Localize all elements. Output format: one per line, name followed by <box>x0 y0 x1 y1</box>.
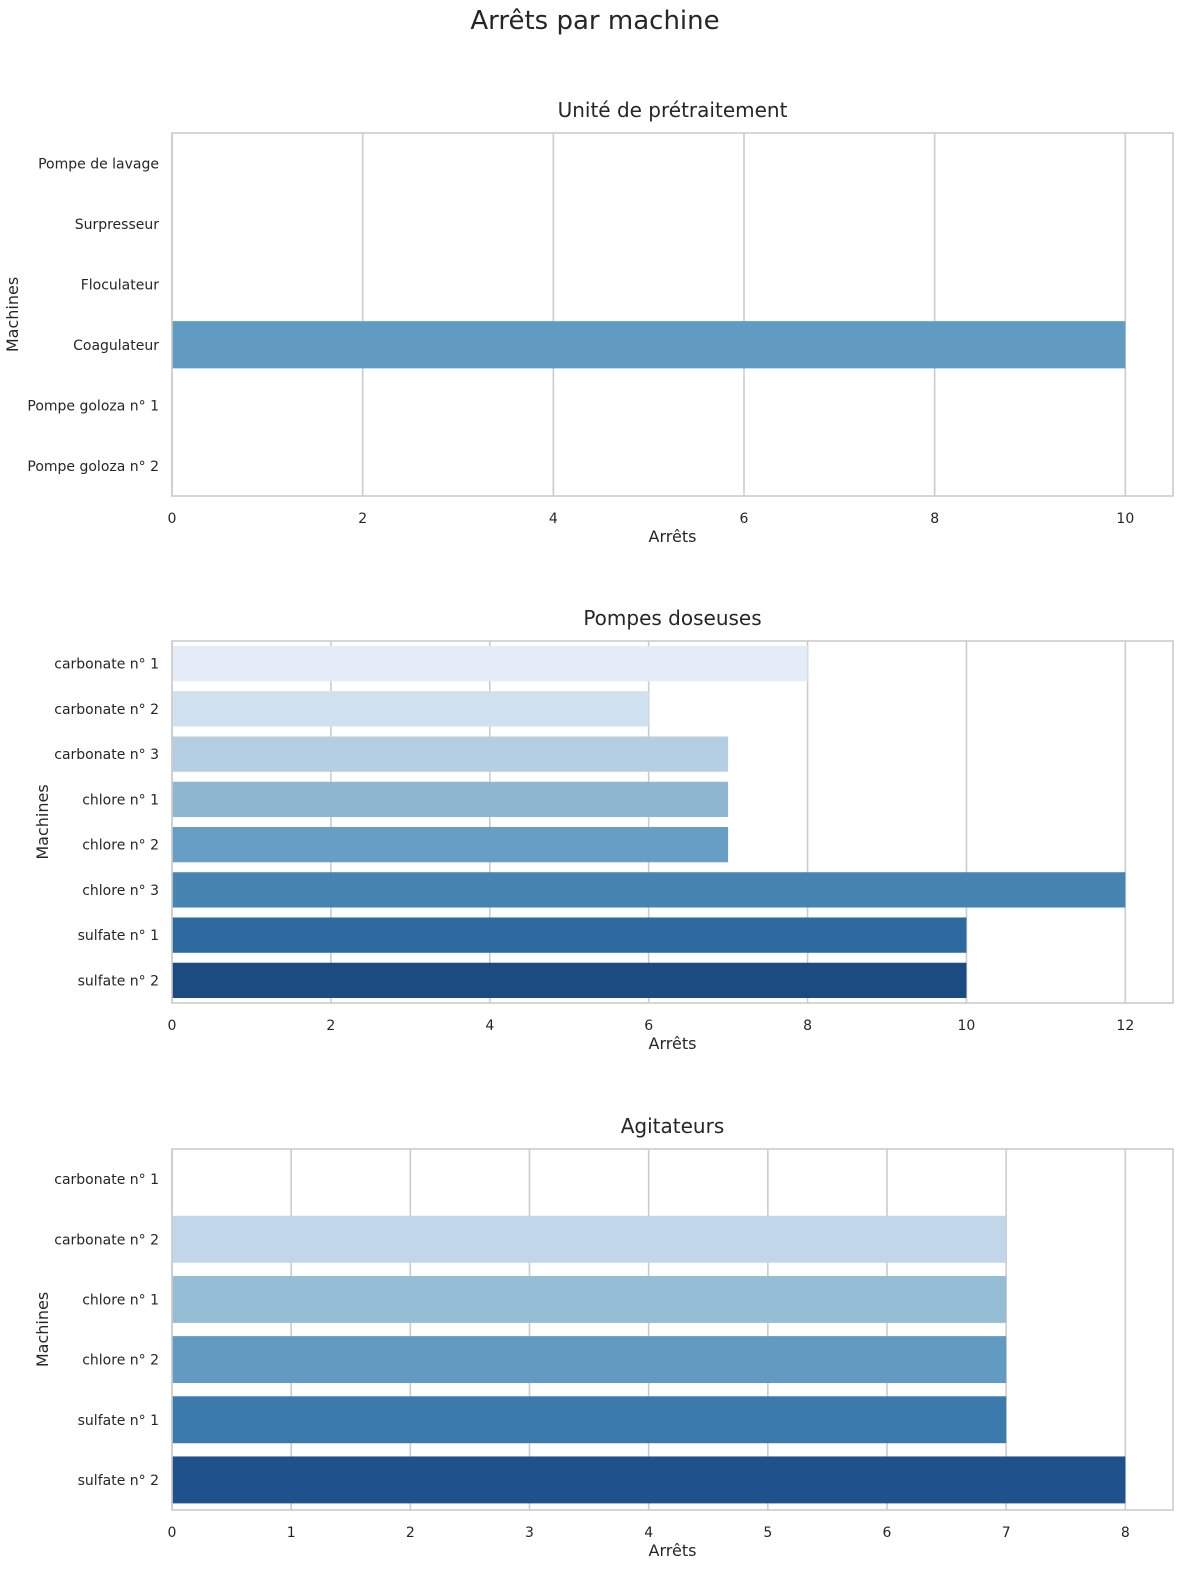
category-label: Floculateur <box>81 277 160 293</box>
x-axis-label: Arrêts <box>649 527 697 546</box>
plot-frame <box>171 1148 1174 1511</box>
category-label: sulfate n° 1 <box>78 928 159 944</box>
x-tick-label: 8 <box>1121 1525 1130 1541</box>
bar-chlore-n-3 <box>172 872 1126 908</box>
bar-carbonate-n-3 <box>172 736 729 772</box>
chart-panel-pompes-doseuses: carbonate n° 1 carbonate n° 2 carbonate n°… <box>33 606 1174 1053</box>
x-axis-label: Arrêts <box>649 1541 697 1560</box>
x-tick-label: 7 <box>1002 1525 1011 1541</box>
category-label: carbonate n° 3 <box>54 747 159 763</box>
x-tick-label: 0 <box>168 511 177 527</box>
category-label: Pompe de lavage <box>38 156 159 172</box>
bar-coagulateur <box>172 321 1126 369</box>
x-tick-label: 0 <box>168 1018 177 1034</box>
category-label: carbonate n° 2 <box>54 1232 159 1248</box>
bar-sulfate-n-1 <box>172 917 967 953</box>
category-label: carbonate n° 1 <box>54 1172 159 1188</box>
y-axis-label: Machines <box>33 784 52 859</box>
category-label: sulfate n° 1 <box>78 1413 159 1429</box>
category-label: Pompe goloza n° 2 <box>27 459 159 475</box>
x-tick-label: 2 <box>358 511 367 527</box>
category-label: chlore n° 2 <box>82 838 159 854</box>
figure-title: Arrêts par machine <box>470 6 720 36</box>
chart-panel-unit-de-pr-traitement: Pompe de lavage Surpresseur Floculateur Coa… <box>3 98 1174 546</box>
category-label: Pompe goloza n° 1 <box>27 398 159 414</box>
x-tick-label: 1 <box>287 1525 296 1541</box>
bar-carbonate-n-2 <box>172 691 649 727</box>
category-label: chlore n° 3 <box>82 883 159 899</box>
x-tick-label: 4 <box>485 1018 494 1034</box>
y-axis-label: Machines <box>3 277 22 352</box>
x-tick-label: 6 <box>740 511 749 527</box>
x-tick-label: 10 <box>1116 511 1134 527</box>
category-label: chlore n° 2 <box>82 1353 159 1369</box>
category-label: Coagulateur <box>73 338 159 354</box>
chart-title: Pompes doseuses <box>583 606 761 630</box>
plot-frame <box>171 132 1174 497</box>
category-label: sulfate n° 2 <box>78 1473 159 1489</box>
bar-chlore-n-2 <box>172 1336 1007 1384</box>
bar-chlore-n-2 <box>172 826 729 863</box>
bar-sulfate-n-2 <box>172 962 967 999</box>
category-label: carbonate n° 2 <box>54 702 159 718</box>
chart-title: Agitateurs <box>621 1114 725 1138</box>
category-label: Surpresseur <box>75 217 160 233</box>
x-tick-label: 6 <box>883 1525 892 1541</box>
chart-title: Unité de prétraitement <box>558 98 788 122</box>
x-tick-label: 10 <box>958 1018 976 1034</box>
x-tick-label: 2 <box>406 1525 415 1541</box>
x-tick-label: 6 <box>644 1018 653 1034</box>
chart-panel-agitateurs: carbonate n° 1 carbonate n° 2 chlore n° 1 c… <box>33 1114 1174 1560</box>
category-label: carbonate n° 1 <box>54 657 159 673</box>
x-tick-label: 2 <box>326 1018 335 1034</box>
x-tick-label: 4 <box>549 511 558 527</box>
x-tick-label: 3 <box>525 1525 534 1541</box>
category-label: chlore n° 1 <box>82 1292 159 1308</box>
x-tick-label: 0 <box>168 1525 177 1541</box>
category-label: sulfate n° 2 <box>78 973 159 989</box>
x-tick-label: 12 <box>1116 1018 1134 1034</box>
bar-sulfate-n-1 <box>172 1396 1007 1444</box>
plot-frame <box>171 640 1174 1004</box>
bar-chlore-n-1 <box>172 1275 1007 1323</box>
x-tick-label: 5 <box>763 1525 772 1541</box>
x-axis-label: Arrêts <box>649 1034 697 1053</box>
x-tick-label: 4 <box>644 1525 653 1541</box>
category-label: chlore n° 1 <box>82 792 159 808</box>
bar-sulfate-n-2 <box>172 1456 1126 1504</box>
bar-chlore-n-1 <box>172 781 729 818</box>
bar-carbonate-n-1 <box>172 645 808 682</box>
y-axis-label: Machines <box>33 1292 52 1367</box>
bar-carbonate-n-2 <box>172 1215 1007 1263</box>
x-tick-label: 8 <box>930 511 939 527</box>
x-tick-label: 8 <box>803 1018 812 1034</box>
